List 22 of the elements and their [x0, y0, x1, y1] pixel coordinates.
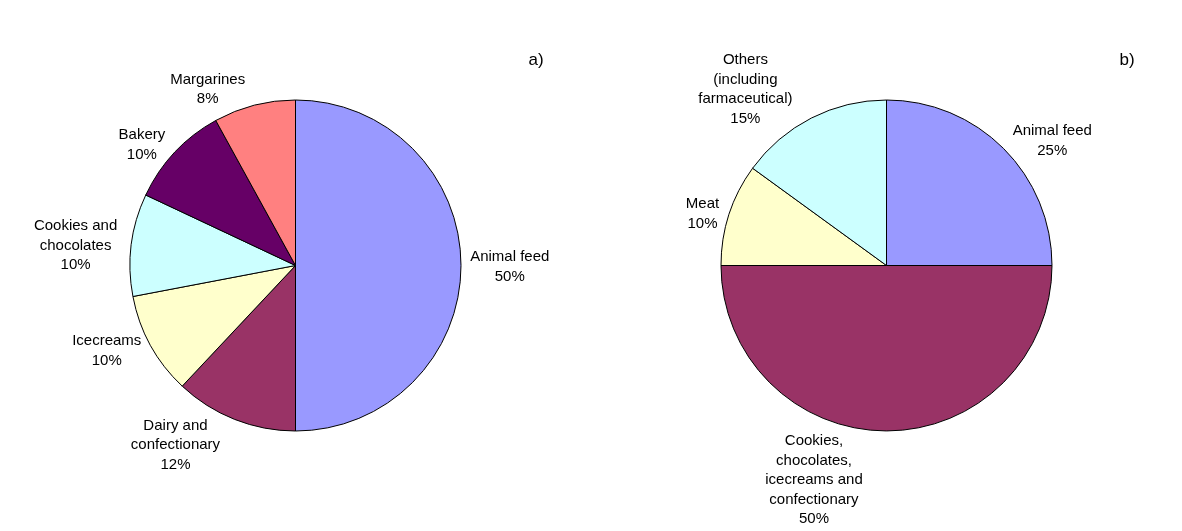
data-label: 10% — [60, 255, 91, 273]
data-label: 50% — [798, 509, 829, 526]
data-label: 8% — [196, 89, 219, 107]
slice-label: Bakery — [118, 125, 166, 143]
data-label: 10% — [91, 350, 122, 368]
data-label: 50% — [494, 266, 525, 284]
data-label: 25% — [1037, 140, 1068, 158]
slice-label: Cookies and chocolates — [33, 216, 118, 253]
slice-label: Animal feed — [1012, 121, 1092, 139]
slice-label: Margarines — [170, 69, 246, 87]
data-label: 15% — [730, 108, 761, 126]
slice-label: Cookies, chocolates, icecreams and confectionary — [765, 431, 863, 507]
slice-label: Dairy and confectionary — [130, 415, 221, 453]
data-label: 12% — [160, 454, 191, 472]
chart-title: a) — [528, 50, 544, 69]
slice-label: Others (including farmaceutical) — [698, 50, 793, 107]
slice-label: Animal feed — [470, 247, 550, 265]
data-label: 10% — [126, 144, 157, 162]
slice-label: Meat — [685, 194, 720, 212]
data-label: 10% — [687, 213, 718, 231]
text: b) — [1119, 50, 1135, 69]
slice-label: Icecreams — [72, 331, 142, 349]
